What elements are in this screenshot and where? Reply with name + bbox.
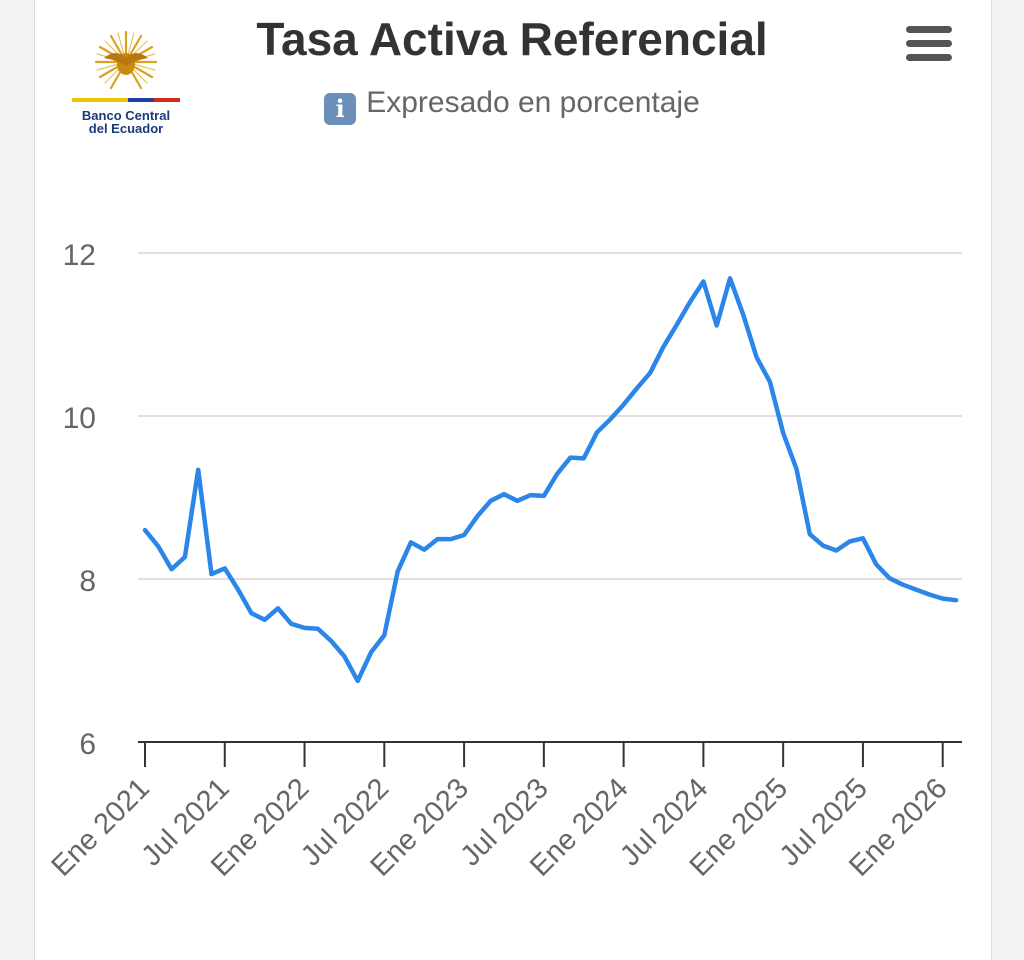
data-point[interactable] xyxy=(210,572,214,576)
data-point[interactable] xyxy=(223,566,227,570)
y-tick-label: 12 xyxy=(63,239,96,272)
y-axis-ticks: 6 8 10 12 xyxy=(63,239,96,761)
data-point[interactable] xyxy=(356,679,360,683)
subtitle-text: Expresado en porcentaje xyxy=(366,86,700,119)
data-point[interactable] xyxy=(914,588,918,592)
data-point[interactable] xyxy=(156,544,160,548)
data-point[interactable] xyxy=(741,313,745,317)
data-point[interactable] xyxy=(688,300,692,304)
banco-central-logo: Banco Central del Ecuador xyxy=(66,26,186,136)
data-point[interactable] xyxy=(675,323,679,327)
data-point[interactable] xyxy=(475,514,479,518)
data-point[interactable] xyxy=(369,650,373,654)
logo-text: Banco Central del Ecuador xyxy=(66,109,186,135)
series-layer xyxy=(142,276,959,684)
data-point[interactable] xyxy=(901,583,905,587)
data-point[interactable] xyxy=(728,276,732,280)
data-point[interactable] xyxy=(608,417,612,421)
series-line xyxy=(142,276,959,684)
data-point[interactable] xyxy=(449,537,453,541)
data-point[interactable] xyxy=(396,570,400,574)
data-point[interactable] xyxy=(715,324,719,328)
data-point[interactable] xyxy=(542,494,546,498)
hamburger-menu-icon[interactable] xyxy=(902,24,956,64)
data-point[interactable] xyxy=(489,499,493,503)
data-point[interactable] xyxy=(622,403,626,407)
chart-title: Tasa Activa Referencial xyxy=(256,13,768,65)
data-point[interactable] xyxy=(329,639,333,643)
data-point[interactable] xyxy=(249,611,253,615)
gridlines xyxy=(138,252,962,580)
data-point[interactable] xyxy=(409,540,413,544)
data-point[interactable] xyxy=(834,549,838,553)
data-point[interactable] xyxy=(568,456,572,460)
data-point[interactable] xyxy=(755,355,759,359)
data-point[interactable] xyxy=(183,555,187,559)
data-point[interactable] xyxy=(502,492,506,496)
data-point[interactable] xyxy=(422,548,426,552)
data-point[interactable] xyxy=(795,467,799,471)
data-point[interactable] xyxy=(582,456,586,460)
data-point[interactable] xyxy=(196,468,200,472)
data-point[interactable] xyxy=(888,576,892,580)
chart-card xyxy=(34,0,992,960)
data-point[interactable] xyxy=(170,567,174,571)
data-point[interactable] xyxy=(555,472,559,476)
data-point[interactable] xyxy=(462,533,466,537)
y-tick-label: 10 xyxy=(63,402,96,435)
menu-bar xyxy=(906,26,952,33)
data-point[interactable] xyxy=(781,431,785,435)
chart-subtitle: i Expresado en porcentaje xyxy=(0,86,1024,125)
x-tick-label: Ene 2021 xyxy=(46,772,156,882)
menu-bar xyxy=(906,40,952,47)
data-point[interactable] xyxy=(303,626,307,630)
y-tick-label: 8 xyxy=(79,565,96,598)
menu-bar xyxy=(906,54,952,61)
data-point[interactable] xyxy=(436,537,440,541)
info-icon: i xyxy=(324,93,357,125)
data-point[interactable] xyxy=(316,627,320,631)
logo-text-line2: del Ecuador xyxy=(88,121,164,136)
data-point[interactable] xyxy=(954,598,958,602)
y-tick-label: 6 xyxy=(79,728,96,761)
data-point[interactable] xyxy=(529,493,533,497)
data-point[interactable] xyxy=(276,606,280,610)
data-point[interactable] xyxy=(768,380,772,384)
data-point[interactable] xyxy=(648,371,652,375)
data-point[interactable] xyxy=(861,536,865,540)
data-point[interactable] xyxy=(382,633,386,637)
data-point[interactable] xyxy=(662,345,666,349)
data-point[interactable] xyxy=(927,593,931,597)
data-point[interactable] xyxy=(143,528,147,532)
data-point[interactable] xyxy=(635,386,639,390)
data-point[interactable] xyxy=(701,280,705,284)
condor-emblem-icon xyxy=(72,30,180,102)
logo-text-line1: Banco Central xyxy=(81,108,171,123)
data-point[interactable] xyxy=(808,532,812,536)
data-point[interactable] xyxy=(263,618,267,622)
data-point[interactable] xyxy=(595,430,599,434)
data-point[interactable] xyxy=(342,654,346,658)
data-point[interactable] xyxy=(515,499,519,503)
data-point[interactable] xyxy=(821,544,825,548)
data-point[interactable] xyxy=(874,562,878,566)
data-point[interactable] xyxy=(848,540,852,544)
data-point[interactable] xyxy=(236,588,240,592)
data-point[interactable] xyxy=(941,597,945,601)
data-point[interactable] xyxy=(289,622,293,626)
